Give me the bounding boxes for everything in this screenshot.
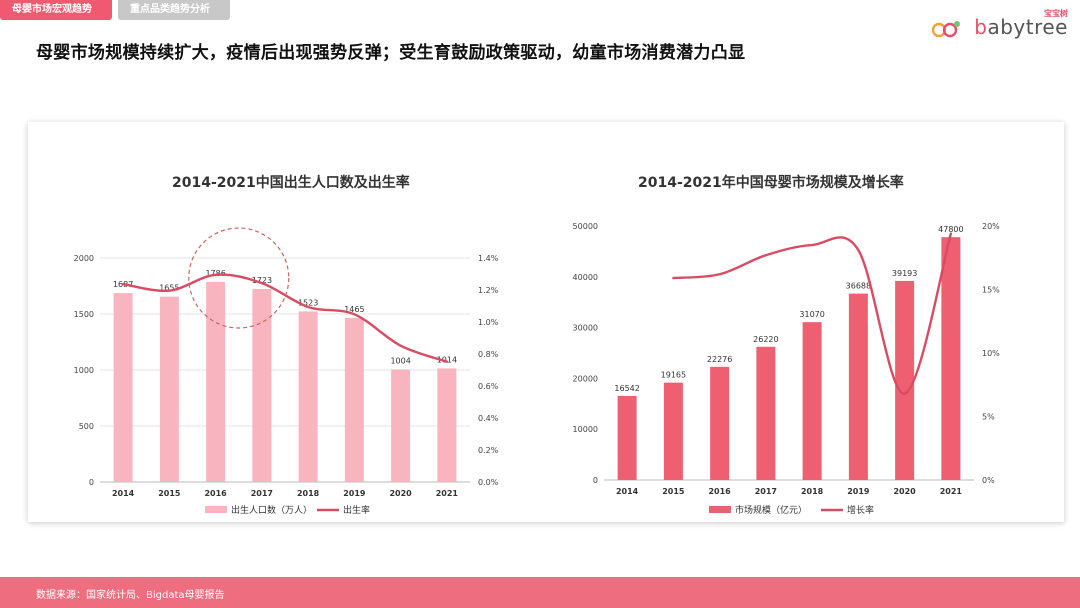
footer-source: 数据来源：国家统计局、Bigdata母婴报告 — [36, 590, 225, 601]
category-label: 2015 — [158, 489, 181, 498]
bar — [663, 382, 683, 480]
category-label: 2016 — [708, 487, 731, 496]
right-axis-tick-label: 0.6% — [478, 382, 499, 391]
category-label: 2017 — [755, 487, 777, 496]
bar — [298, 311, 318, 482]
right-axis-tick-label: 0.0% — [478, 478, 499, 487]
legend-label-line: 增长率 — [847, 504, 874, 516]
left-axis-tick-label: 40000 — [573, 273, 598, 282]
bar-value-label: 1465 — [344, 305, 364, 314]
bar-value-label: 16542 — [614, 384, 639, 393]
right-axis-tick-label: 1.4% — [478, 254, 499, 263]
charts-canvas: 0 500 1000 1500 2000 0.0% 0.2% 0.4% 0.6% 0.8% 1.0%… — [74, 222, 1001, 516]
right-axis-tick-label: 0.4% — [478, 414, 499, 423]
tab-bar: 母婴市场宏观趋势 重点品类趋势分析 — [0, 0, 230, 20]
category-label: 2019 — [847, 487, 870, 496]
bar — [159, 296, 179, 482]
tab-market-macro-trend[interactable]: 母婴市场宏观趋势 — [0, 0, 112, 20]
category-label: 2018 — [801, 487, 824, 496]
bar-value-label: 1723 — [252, 276, 272, 285]
category-label: 2014 — [616, 487, 639, 496]
bar-value-label: 1004 — [390, 357, 410, 366]
right-axis-tick-label: 1.0% — [478, 318, 499, 327]
left-axis-tick-label: 20000 — [573, 374, 598, 383]
bar-value-label: 1523 — [298, 298, 318, 307]
category-label: 2021 — [940, 487, 963, 496]
right-axis-tick-label: 15% — [982, 286, 1000, 295]
category-label: 2016 — [204, 489, 227, 498]
highlight-circle — [188, 227, 290, 329]
category-label: 2015 — [662, 487, 685, 496]
bar — [391, 369, 411, 482]
category-label: 2019 — [343, 489, 366, 498]
tab-category-trend[interactable]: 重点品类趋势分析 — [118, 0, 230, 20]
logo-mark-icon — [932, 21, 960, 38]
legend-label-bar: 市场规模（亿元） — [735, 504, 807, 516]
category-label: 2018 — [297, 489, 320, 498]
right-axis-tick-label: 0% — [982, 476, 995, 485]
category-label: 2014 — [112, 489, 135, 498]
bar — [344, 317, 364, 482]
chart-title-births: 2014-2021中国出生人口数及出生率 — [172, 175, 410, 191]
legend-swatch-bar — [709, 506, 731, 513]
bar — [437, 368, 457, 482]
category-label: 2020 — [389, 489, 412, 498]
bar-value-label: 22276 — [707, 355, 732, 364]
charts-card: 2014-2021中国出生人口数及出生率 2014-2021年中国母婴市场规模及… — [28, 122, 1064, 522]
left-axis-tick-label: 50000 — [573, 222, 598, 231]
bar-value-label: 1014 — [437, 355, 457, 364]
bar — [710, 366, 730, 480]
page-headline: 母婴市场规模持续扩大，疫情后出现强势反弹；受生育鼓励政策驱动，幼童市场消费潜力凸… — [36, 43, 746, 63]
bar-value-label: 39193 — [892, 269, 917, 278]
bar-value-label: 36688 — [846, 282, 871, 291]
right-axis-tick-label: 5% — [982, 413, 995, 422]
left-axis-tick-label: 2000 — [74, 254, 94, 263]
bar — [941, 237, 961, 480]
left-axis-tick-label: 1000 — [74, 366, 94, 375]
bar — [756, 346, 776, 480]
bar-value-label: 47800 — [938, 225, 963, 234]
legend-label-bar: 出生人口数（万人） — [231, 504, 312, 516]
left-axis-tick-label: 10000 — [573, 425, 598, 434]
bar — [802, 322, 822, 480]
bar — [252, 289, 272, 482]
bar-value-label: 26220 — [753, 335, 778, 344]
bar-value-label: 1786 — [205, 269, 225, 278]
logo-en-text: babytree — [974, 15, 1068, 39]
legend-label-line: 出生率 — [343, 504, 370, 516]
left-axis-tick-label: 0 — [593, 476, 598, 485]
footer-bar: 数据来源：国家统计局、Bigdata母婴报告 — [0, 577, 1080, 608]
babytree-logo: 宝宝树 babytree — [928, 8, 1068, 39]
category-label: 2017 — [251, 489, 273, 498]
right-axis-tick-label: 0.2% — [478, 446, 499, 455]
left-axis-tick-label: 1500 — [74, 310, 94, 319]
left-axis-tick-label: 30000 — [573, 324, 598, 333]
right-axis-tick-label: 10% — [982, 349, 1000, 358]
bar — [848, 293, 868, 480]
chart-title-market: 2014-2021年中国母婴市场规模及增长率 — [638, 175, 904, 191]
bar-value-label: 19165 — [661, 371, 686, 380]
bar — [113, 293, 133, 482]
bar — [895, 280, 915, 480]
bar-value-label: 1655 — [159, 284, 179, 293]
category-label: 2021 — [436, 489, 459, 498]
legend-swatch-bar — [205, 506, 227, 513]
series-line — [672, 232, 953, 395]
right-axis-tick-label: 0.8% — [478, 350, 499, 359]
logo-cn-text: 宝宝树 — [1044, 9, 1068, 18]
bar-value-label: 31070 — [799, 310, 824, 319]
left-axis-tick-label: 0 — [89, 478, 94, 487]
category-label: 2020 — [893, 487, 916, 496]
bar — [206, 281, 226, 482]
bar — [617, 395, 637, 480]
right-axis-tick-label: 20% — [982, 222, 1000, 231]
left-axis-tick-label: 500 — [79, 422, 94, 431]
series-line — [121, 273, 449, 363]
right-axis-tick-label: 1.2% — [478, 286, 499, 295]
